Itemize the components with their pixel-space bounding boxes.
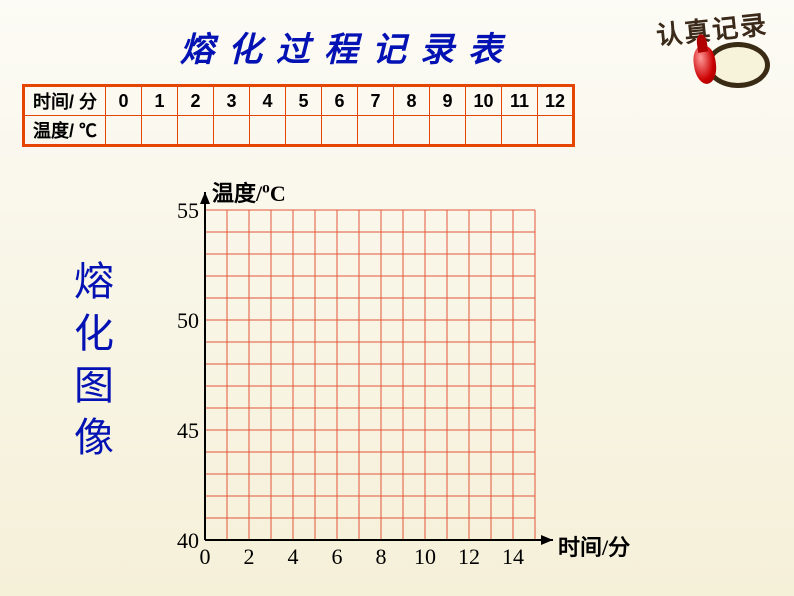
time-cell: 4 [250,86,286,116]
time-cell: 6 [322,86,358,116]
temp-cell[interactable] [286,116,322,146]
temp-cell[interactable] [466,116,502,146]
time-cell: 5 [286,86,322,116]
x-tick: 14 [498,544,528,570]
temp-cell[interactable] [502,116,538,146]
temp-cell[interactable] [322,116,358,146]
y-tick: 45 [165,418,199,444]
temp-cell[interactable] [358,116,394,146]
x-tick: 0 [190,544,220,570]
time-cell: 11 [502,86,538,116]
y-axis-label: 温度/oC [212,176,286,208]
time-cell: 12 [538,86,574,116]
x-tick: 4 [278,544,308,570]
record-table: 时间/ 分 0 1 2 3 4 5 6 7 8 9 10 11 12 温度/ ℃ [22,84,575,147]
time-cell: 7 [358,86,394,116]
temp-cell[interactable] [538,116,574,146]
table-row-temp: 温度/ ℃ [24,116,574,146]
table-row-time: 时间/ 分 0 1 2 3 4 5 6 7 8 9 10 11 12 [24,86,574,116]
x-tick: 12 [454,544,484,570]
temp-cell[interactable] [142,116,178,146]
time-cell: 3 [214,86,250,116]
temp-cell[interactable] [178,116,214,146]
x-tick: 6 [322,544,352,570]
x-tick: 8 [366,544,396,570]
temp-cell[interactable] [106,116,142,146]
time-cell: 9 [430,86,466,116]
temp-cell[interactable] [430,116,466,146]
x-tick: 10 [410,544,440,570]
y-tick: 50 [165,308,199,334]
x-tick: 2 [234,544,264,570]
x-axis-label: 时间/分 [558,530,630,562]
page-title: 熔化过程记录表 [180,22,516,71]
y-tick: 55 [165,198,199,224]
temp-cell[interactable] [394,116,430,146]
time-cell: 1 [142,86,178,116]
time-cell: 10 [466,86,502,116]
time-cell: 0 [106,86,142,116]
side-label: 熔化图像 [72,256,116,464]
time-header: 时间/ 分 [24,86,106,116]
stamp-graphic: 认真记录 [656,10,776,100]
temp-header: 温度/ ℃ [24,116,106,146]
time-cell: 2 [178,86,214,116]
temp-cell[interactable] [250,116,286,146]
melting-chart [170,172,590,582]
temp-cell[interactable] [214,116,250,146]
time-cell: 8 [394,86,430,116]
